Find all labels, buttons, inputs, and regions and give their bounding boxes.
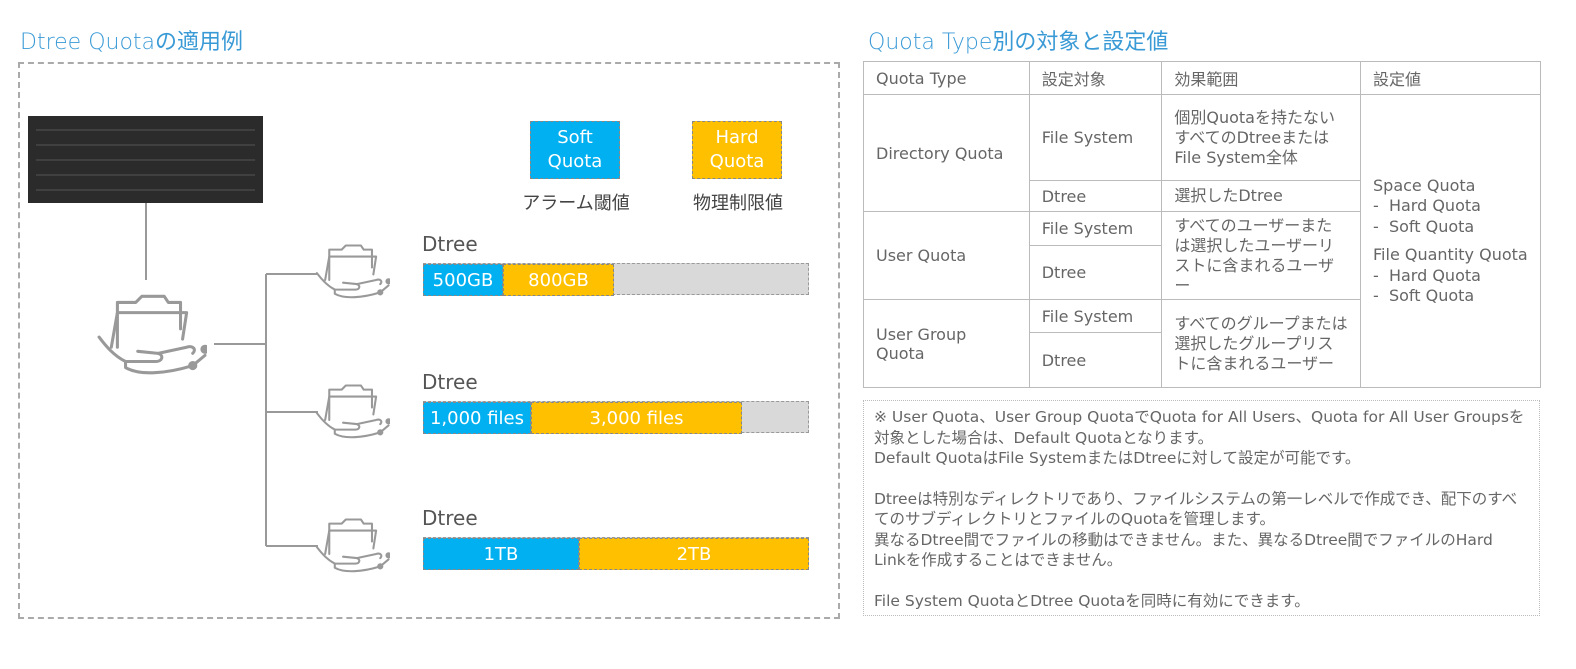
settings-item: - Hard Quota xyxy=(1373,196,1481,215)
header-cell: 設定値 xyxy=(1360,61,1541,95)
bar-segment: 2TB xyxy=(579,538,809,570)
note-box: ※ User Quota、User Group QuotaでQuota for … xyxy=(863,400,1540,616)
scope: すべてのグループまたは選択したグループリストに含まれるユーザー xyxy=(1161,299,1362,388)
header-row: Quota Type 設定対象 効果範囲 設定値 xyxy=(863,61,1541,95)
legend-box: Soft Quota xyxy=(530,121,620,179)
bar-segment: 500GB xyxy=(423,264,503,296)
target: File System xyxy=(1028,94,1163,181)
folder-icon xyxy=(315,518,390,573)
settings-item: - Soft Quota xyxy=(1373,216,1475,236)
quota-table: Quota Type 設定対象 効果範囲 設定値 Directory Quota File… xyxy=(863,61,1541,388)
note-line: Dtreeは特別なディレクトリであり、ファイルシステムの第一レベルで作成でき、配… xyxy=(874,489,1518,529)
diagram-box xyxy=(18,62,840,619)
folder-icon xyxy=(315,244,390,299)
scope: 個別Quotaを持たないすべてのDtreeまたはFile System全体 xyxy=(1161,94,1362,181)
table-row: Dtree xyxy=(864,332,1541,388)
scope: すべてのユーザーまたは選択したユーザーリストに含まれるユーザー xyxy=(1161,211,1362,300)
diagram-title: Dtree Quotaの適用例 xyxy=(20,30,244,55)
scope: 選択したDtree xyxy=(1161,180,1362,212)
settings-block: File Quantity Quota - Hard Quota - Soft Qu… xyxy=(1373,245,1528,307)
settings-heading: File Quantity Quota xyxy=(1373,245,1528,264)
table-row: Directory Quota File System 個別Quotaを持たないすべ… xyxy=(863,94,1541,388)
settings-block: Space Quota - Hard Quota - Soft Quota xyxy=(1373,176,1528,238)
dtree-label: Dtree xyxy=(422,370,478,394)
note-line: Default QuotaはFile SystemまたはDtreeに対して設定が… xyxy=(874,449,1361,467)
note-paragraph: File System QuotaとDtree Quotaを同時に有効にできます… xyxy=(874,591,1529,612)
note-line: 異なるDtree間でファイルの移動はできません。また、異なるDtree間でファイ… xyxy=(874,530,1493,570)
legend-box: Hard Quota xyxy=(692,121,782,179)
settings-heading: Space Quota xyxy=(1373,175,1476,195)
connectors xyxy=(145,203,318,547)
table-row: User Group Quota File System すべてのグループまたは選択… xyxy=(863,299,1541,388)
dtree-label: Dtree xyxy=(422,232,478,256)
settings: Space Quota - Hard Quota - Soft Quota File … xyxy=(1360,94,1541,388)
bar-segment: 1,000 files xyxy=(423,402,531,434)
target: Dtree xyxy=(1028,245,1163,300)
quota-type: User Group Quota xyxy=(863,299,1030,388)
header-cell: 設定対象 xyxy=(1028,61,1163,95)
note-paragraph: Dtreeは特別なディレクトリであり、ファイルシステムの第一レベルで作成でき、配… xyxy=(874,489,1529,571)
quota-type: User Quota xyxy=(863,211,1030,300)
bar: 1,000 files 3,000 files xyxy=(423,401,809,434)
header-cell: Quota Type xyxy=(863,61,1030,95)
table-row: Dtree xyxy=(864,245,1541,300)
quota-type: Directory Quota xyxy=(863,94,1030,212)
folder-icon xyxy=(97,294,207,375)
bar-segment: 800GB xyxy=(503,264,614,296)
note-paragraph: ※ User Quota、User Group QuotaでQuota for … xyxy=(874,407,1529,469)
bar: 1TB 2TB xyxy=(423,537,809,570)
header-cell: 効果範囲 xyxy=(1161,61,1362,95)
bar-segment: 1TB xyxy=(423,538,579,570)
diagram-graphics xyxy=(28,116,390,573)
server-bays xyxy=(36,129,255,191)
target: File System xyxy=(1028,299,1163,333)
target: Dtree xyxy=(1028,180,1163,212)
settings-item: - Hard Quota xyxy=(1373,265,1481,285)
dtree-label: Dtree xyxy=(422,506,478,530)
target: Dtree xyxy=(1028,332,1163,388)
note-line: File System QuotaとDtree Quotaを同時に有効にできます… xyxy=(874,591,1310,610)
bar: 500GB 800GB xyxy=(423,263,809,296)
legend-caption: アラーム閾値 xyxy=(522,193,630,214)
table-title: Quota Type別の対象と設定値 xyxy=(868,30,1169,55)
target: File System xyxy=(1028,211,1163,246)
bar-segment: 3,000 files xyxy=(531,402,742,434)
table-row: Dtree 選択したDtree xyxy=(864,180,1541,212)
folder-icon xyxy=(315,384,390,439)
settings-item: - Soft Quota xyxy=(1373,286,1475,305)
note-line: ※ User Quota、User Group QuotaでQuota for … xyxy=(874,408,1525,447)
table-row: User Quota File System すべてのユーザーまたは選択したユーザー… xyxy=(863,211,1541,300)
legend-caption: 物理制限値 xyxy=(693,193,783,214)
